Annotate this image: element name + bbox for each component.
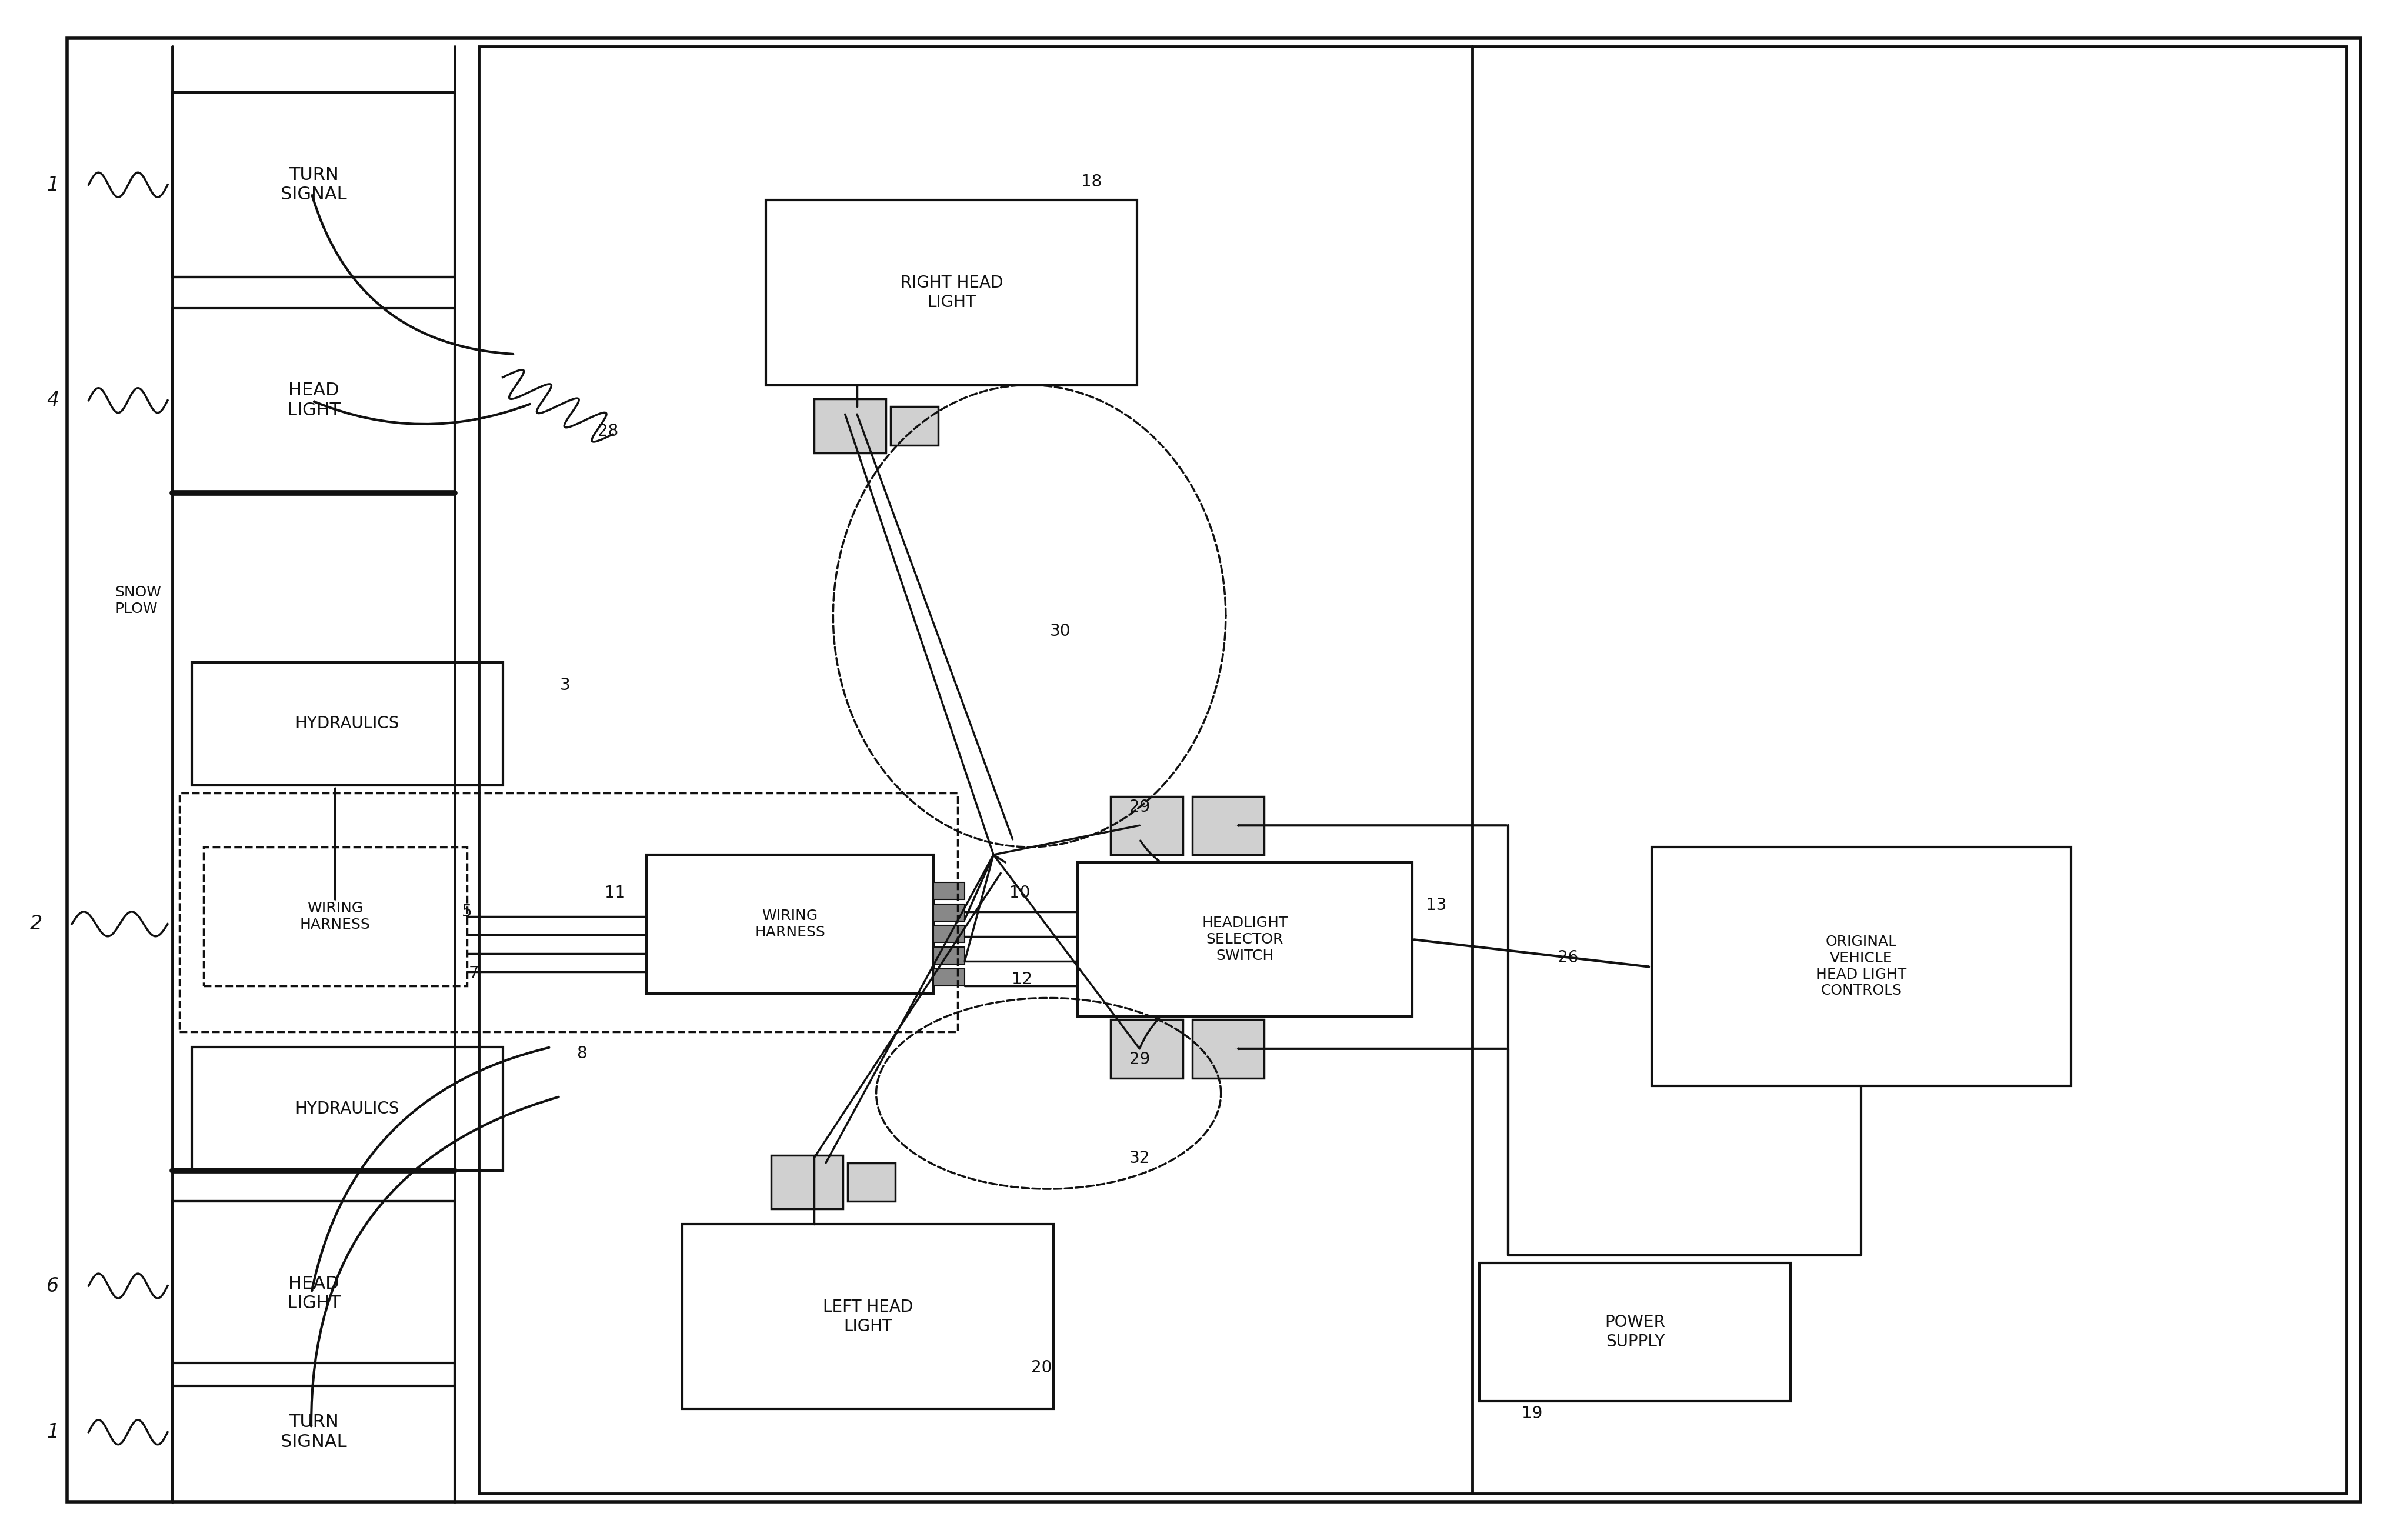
Bar [1111, 1019, 1183, 1078]
Text: 11: 11 [606, 886, 625, 901]
Text: HYDRAULICS: HYDRAULICS [294, 1101, 400, 1116]
Bar [891, 407, 938, 445]
Bar [934, 904, 965, 921]
Text: 6: 6 [45, 1277, 60, 1295]
Text: SNOW
PLOW: SNOW PLOW [115, 585, 160, 616]
Bar [934, 947, 965, 964]
Text: TURN
SIGNAL: TURN SIGNAL [280, 166, 347, 203]
Bar [1479, 1263, 1791, 1401]
Bar [1077, 862, 1412, 1016]
Bar [172, 308, 455, 493]
Text: 18: 18 [1082, 174, 1101, 189]
Bar [934, 969, 965, 986]
Text: 28: 28 [598, 424, 618, 439]
Text: 12: 12 [1013, 972, 1032, 987]
Text: 29: 29 [1130, 1052, 1149, 1067]
Bar [682, 1224, 1053, 1409]
Text: 32: 32 [1130, 1150, 1149, 1166]
Text: 26: 26 [1558, 950, 1578, 966]
Bar [180, 793, 958, 1032]
Text: 13: 13 [1427, 898, 1446, 913]
Text: 2: 2 [29, 915, 43, 933]
Bar [203, 847, 467, 986]
Text: ORIGINAL
VEHICLE
HEAD LIGHT
CONTROLS: ORIGINAL VEHICLE HEAD LIGHT CONTROLS [1817, 935, 1906, 998]
Bar [192, 662, 503, 785]
Text: TURN
SIGNAL: TURN SIGNAL [280, 1414, 347, 1451]
Text: 1: 1 [45, 176, 60, 194]
Bar [771, 1155, 843, 1209]
Text: 19: 19 [1523, 1406, 1542, 1421]
Text: 7: 7 [469, 966, 479, 981]
Text: HYDRAULICS: HYDRAULICS [294, 716, 400, 732]
Bar [1111, 796, 1183, 855]
Bar [934, 926, 965, 942]
Bar [934, 882, 965, 899]
Bar [172, 92, 455, 277]
Text: 29: 29 [1130, 799, 1149, 815]
Bar [847, 1163, 895, 1201]
Bar [479, 46, 2346, 1494]
Bar [646, 855, 934, 993]
Text: 1: 1 [45, 1423, 60, 1441]
Text: 30: 30 [1051, 624, 1070, 639]
Text: 8: 8 [577, 1046, 587, 1061]
Text: 5: 5 [462, 904, 472, 919]
Text: 3: 3 [560, 678, 570, 693]
Bar [1192, 1019, 1264, 1078]
Text: HEADLIGHT
SELECTOR
SWITCH: HEADLIGHT SELECTOR SWITCH [1202, 916, 1288, 962]
Text: 10: 10 [1010, 886, 1029, 901]
Bar [172, 1363, 455, 1502]
Bar [1192, 796, 1264, 855]
Text: HEAD
LIGHT: HEAD LIGHT [287, 382, 340, 419]
Text: 20: 20 [1032, 1360, 1051, 1375]
Text: RIGHT HEAD
LIGHT: RIGHT HEAD LIGHT [900, 274, 1003, 311]
Text: POWER
SUPPLY: POWER SUPPLY [1604, 1314, 1666, 1351]
Text: HEAD
LIGHT: HEAD LIGHT [287, 1275, 340, 1312]
Bar [766, 200, 1137, 385]
Bar [192, 1047, 503, 1170]
Bar [1652, 847, 2071, 1086]
Text: WIRING
HARNESS: WIRING HARNESS [754, 909, 826, 939]
Bar [172, 1201, 455, 1386]
Bar [814, 399, 886, 453]
Text: 4: 4 [45, 391, 60, 410]
Text: WIRING
HARNESS: WIRING HARNESS [299, 901, 371, 932]
Text: LEFT HEAD
LIGHT: LEFT HEAD LIGHT [824, 1298, 912, 1335]
